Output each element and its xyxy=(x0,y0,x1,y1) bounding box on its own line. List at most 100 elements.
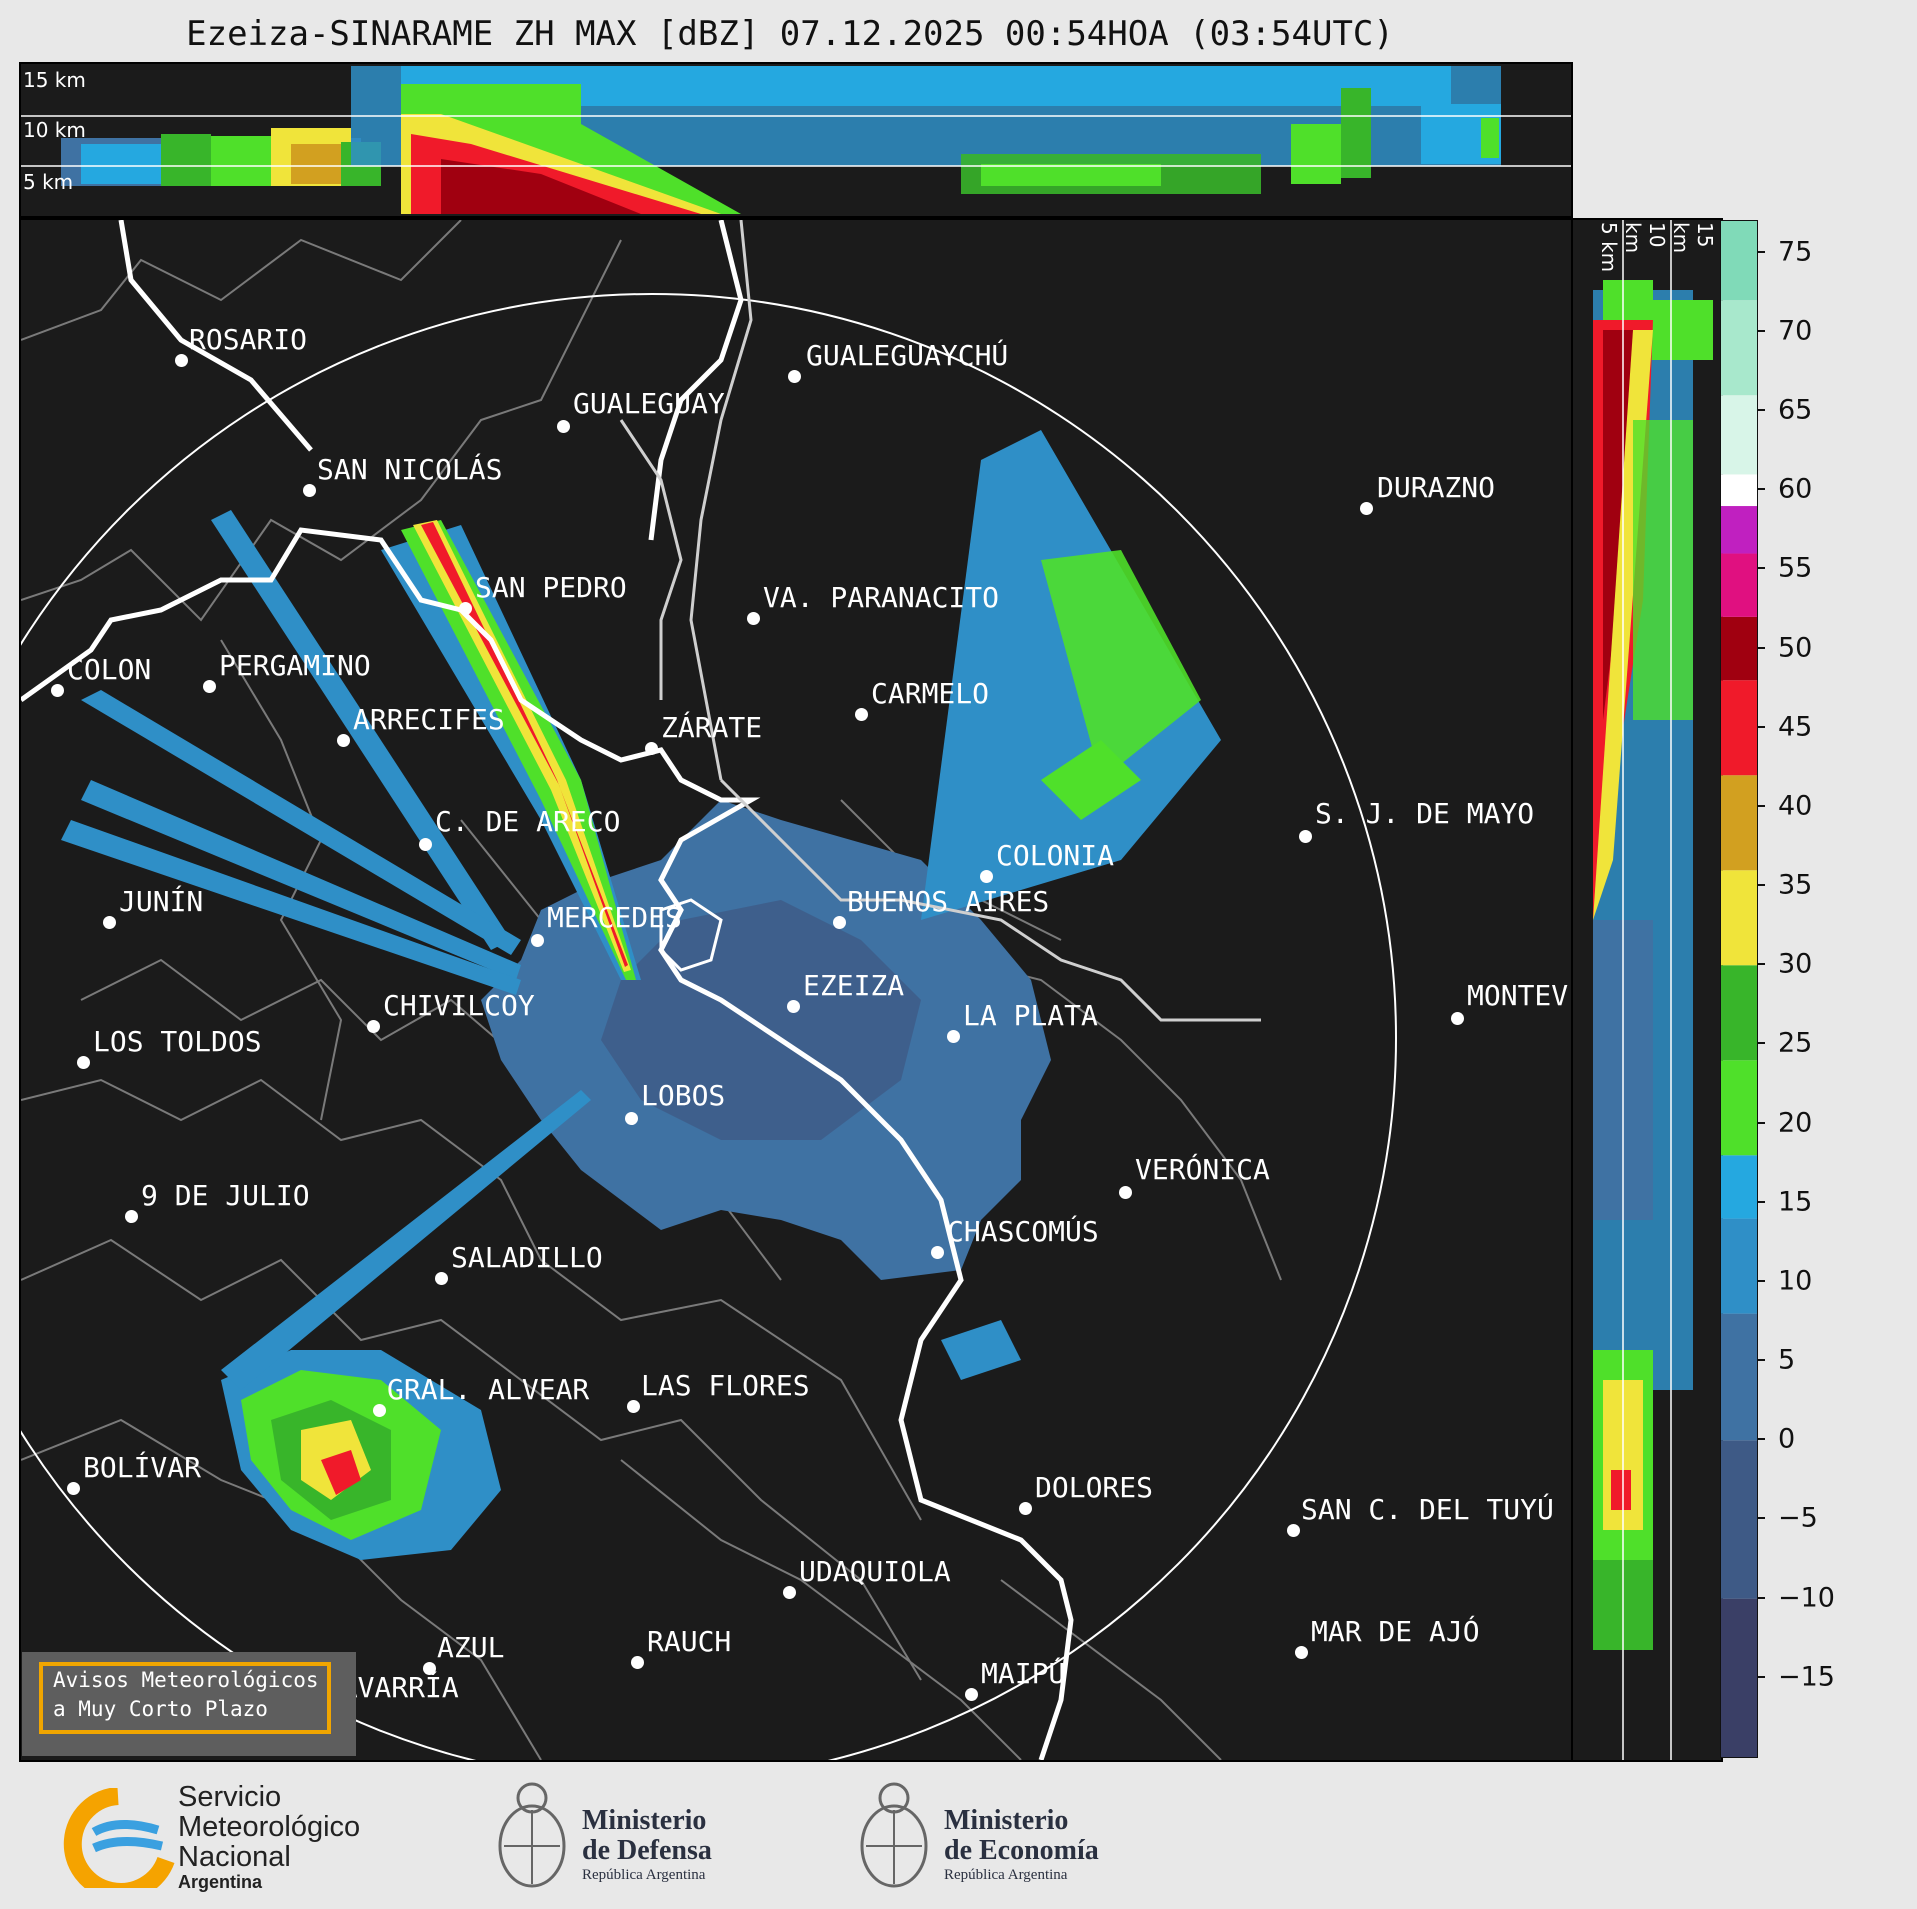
colorbar-tick-mark xyxy=(1757,1121,1765,1124)
city-label-san-nicolas: SAN NICOLÁS xyxy=(317,453,503,486)
colorbar-tick-mark xyxy=(1757,1200,1765,1203)
colorbar-segment xyxy=(1721,680,1757,776)
top-km-label-10: 10 km xyxy=(23,118,86,142)
colorbar-tick-mark xyxy=(1757,963,1765,966)
city-label-lobos: LOBOS xyxy=(641,1079,726,1112)
aviso-link[interactable]: Avisos Meteorológicos a Muy Corto Plazo xyxy=(39,1662,331,1734)
colorbar-tick-label: −5 xyxy=(1778,1502,1818,1534)
city-dot xyxy=(625,1112,638,1125)
city-label-bolivar: BOLÍVAR xyxy=(83,1451,202,1484)
smn-logo-text: Servicio Meteorológico Nacional Argentin… xyxy=(178,1782,360,1892)
colorbar-tick-mark xyxy=(1757,1675,1765,1678)
city-dot xyxy=(645,742,658,755)
colorbar-segment xyxy=(1721,1218,1757,1314)
colorbar-tick-mark xyxy=(1757,1359,1765,1362)
city-label-ezeiza: EZEIZA xyxy=(803,969,905,1002)
colorbar-segment xyxy=(1721,1060,1757,1156)
coat-of-arms-icon xyxy=(498,1782,566,1888)
colorbar-tick-label: 35 xyxy=(1778,869,1813,901)
city-dot xyxy=(1299,830,1312,843)
city-label-mercedes: MERCEDES xyxy=(547,901,682,934)
city-dot xyxy=(631,1656,644,1669)
colorbar-segment xyxy=(1721,775,1757,871)
colorbar-tick-label: 70 xyxy=(1778,315,1813,347)
city-label-montev: MONTEV xyxy=(1467,979,1569,1012)
city-dot xyxy=(531,934,544,947)
top-profile-svg xyxy=(21,66,1571,214)
colorbar-tick-label: 15 xyxy=(1778,1186,1813,1218)
buenos-aires-outline xyxy=(659,898,723,972)
city-dot xyxy=(125,1210,138,1223)
side-height-profile-panel: 5 km 10 km 15 km xyxy=(1571,218,1723,1762)
city-label-c-de-areco: C. DE ARECO xyxy=(435,805,621,838)
city-label-durazno: DURAZNO xyxy=(1377,471,1496,504)
colorbar-segment xyxy=(1721,616,1757,681)
city-dot xyxy=(103,916,116,929)
colorbar-tick-mark xyxy=(1757,250,1765,253)
colorbar-segment xyxy=(1721,395,1757,475)
city-label-san-pedro: SAN PEDRO xyxy=(475,571,627,604)
radar-echo-field xyxy=(61,430,1221,1560)
radar-map-svg xyxy=(21,220,1397,1760)
city-label-carmelo: CARMELO xyxy=(871,677,990,710)
economia-line-3: República Argentina xyxy=(944,1867,1068,1883)
city-dot xyxy=(367,1020,380,1033)
city-label-san-c-del-tuyu: SAN C. DEL TUYÚ xyxy=(1301,1493,1554,1526)
city-dot xyxy=(175,354,188,367)
city-label-saladillo: SALADILLO xyxy=(451,1241,603,1274)
city-dot xyxy=(833,916,846,929)
city-dot xyxy=(947,1030,960,1043)
city-dot xyxy=(787,1000,800,1013)
city-dot xyxy=(337,734,350,747)
aviso-line-2: a Muy Corto Plazo xyxy=(53,1697,268,1721)
city-label-la-plata: LA PLATA xyxy=(963,999,1098,1032)
colorbar-tick-mark xyxy=(1757,567,1765,570)
city-label-udaquiola: UDAQUIOLA xyxy=(799,1555,951,1588)
city-dot xyxy=(1019,1502,1032,1515)
colorbar-tick-mark xyxy=(1757,725,1765,728)
smn-line-1: Servicio xyxy=(178,1781,282,1813)
colorbar-segment xyxy=(1721,506,1757,554)
city-label-colon: COLON xyxy=(67,653,152,686)
top-height-profile-panel: 15 km 10 km 5 km xyxy=(19,62,1573,218)
side-km-label-15: 15 km xyxy=(1669,222,1717,254)
city-label-gualeguay: GUALEGUAY xyxy=(573,387,725,420)
colorbar-segment xyxy=(1721,1440,1757,1599)
city-dot xyxy=(1119,1186,1132,1199)
colorbar-tick-mark xyxy=(1757,1279,1765,1282)
city-dot xyxy=(931,1246,944,1259)
city-label-gral-alvear: GRAL. ALVEAR xyxy=(387,1373,590,1406)
city-label-9-de-julio: 9 DE JULIO xyxy=(141,1179,310,1212)
city-label-junin: JUNÍN xyxy=(119,885,204,918)
coastline xyxy=(21,220,1074,1760)
colorbar-tick-label: 45 xyxy=(1778,711,1813,743)
colorbar-tick-label: 25 xyxy=(1778,1027,1813,1059)
colorbar-tick-label: −10 xyxy=(1778,1582,1835,1614)
radar-map-panel[interactable]: ROSARIO GUALEGUAYCHÚ GUALEGUAY SAN NICOL… xyxy=(19,218,1573,1762)
side-profile-svg xyxy=(1593,220,1713,1760)
city-label-arrecifes: ARRECIFES xyxy=(353,703,505,736)
city-dot xyxy=(423,1662,436,1675)
city-dot xyxy=(855,708,868,721)
city-label-sj-de-mayo: S. J. DE MAYO xyxy=(1315,797,1535,830)
colorbar-segment xyxy=(1721,1313,1757,1441)
city-label-maipu: MAIPÚ xyxy=(981,1657,1066,1690)
city-dot xyxy=(783,1586,796,1599)
city-dot xyxy=(419,838,432,851)
colorbar-tick-label: 55 xyxy=(1778,552,1813,584)
side-km-label-10: 10 km xyxy=(1621,222,1669,254)
city-dot xyxy=(788,370,801,383)
aviso-box[interactable]: Avisos Meteorológicos a Muy Corto Plazo xyxy=(22,1652,356,1756)
colorbar-tick-label: −15 xyxy=(1778,1661,1835,1693)
city-dot xyxy=(1360,502,1373,515)
economia-line-2: de Economía xyxy=(944,1835,1099,1866)
smn-line-2: Meteorológico xyxy=(178,1811,361,1843)
colorbar-tick-mark xyxy=(1757,804,1765,807)
city-label-mar-de-ajo: MAR DE AJÓ xyxy=(1311,1615,1480,1648)
colorbar-tick-mark xyxy=(1757,1042,1765,1045)
city-dot xyxy=(51,684,64,697)
range-ring xyxy=(21,293,1397,1760)
city-label-rauch: RAUCH xyxy=(647,1625,732,1658)
colorbar-tick-label: 60 xyxy=(1778,473,1813,505)
colorbar-tick-label: 30 xyxy=(1778,948,1813,980)
